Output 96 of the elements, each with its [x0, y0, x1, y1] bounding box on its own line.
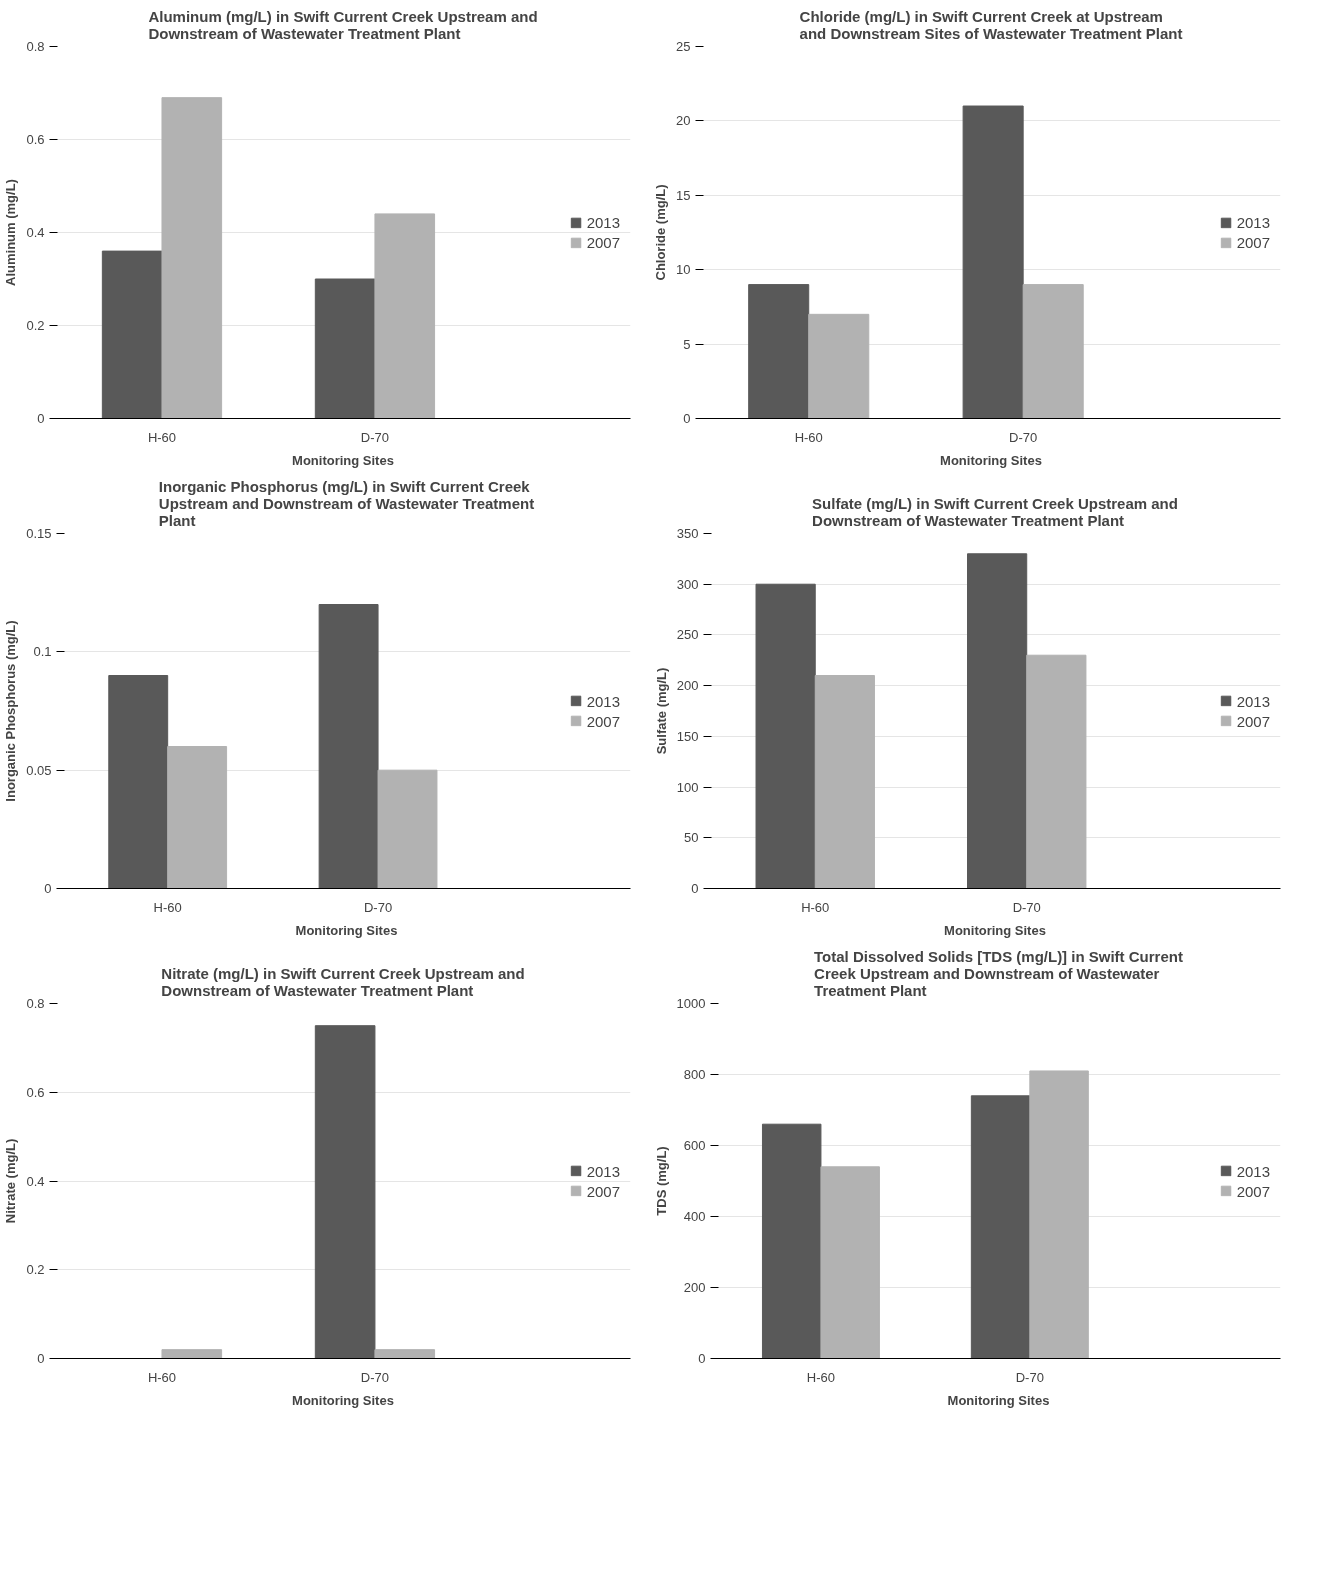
- x-tick-label: D-70: [360, 1369, 390, 1385]
- x-tick-label: H-60: [801, 899, 830, 915]
- bar: [970, 1095, 1031, 1359]
- legend-label: 2013: [1236, 213, 1270, 231]
- chart-title: Aluminum (mg/L) in Swift Current Creek Upstream and Downstream of Wastewater Treatment Plant: [148, 7, 538, 42]
- y-tick-label: 0: [37, 411, 45, 426]
- y-tick-label: 0.6: [26, 132, 45, 147]
- x-tick-label: D-70: [360, 429, 390, 445]
- y-tick-label: 5: [683, 336, 691, 352]
- x-tick-label: H-60: [147, 429, 177, 445]
- y-tick-label: 200: [676, 678, 699, 694]
- bar: [748, 284, 810, 419]
- bar: [374, 213, 436, 419]
- y-tick-label: 0: [44, 881, 52, 896]
- y-tick-label: 0.15: [26, 526, 52, 541]
- bar: [820, 1166, 880, 1359]
- y-tick-label: 0.8: [26, 39, 45, 54]
- y-tick-label: 350: [676, 526, 699, 541]
- y-tick-label: 10: [676, 262, 691, 278]
- legend-label: 2013: [586, 1162, 620, 1179]
- bar: [962, 105, 1024, 419]
- x-axis-title: Monitoring Sites: [295, 922, 398, 938]
- legend-label: 2007: [586, 1182, 620, 1199]
- y-tick-label: 0.4: [26, 225, 45, 240]
- bar: [167, 746, 228, 889]
- y-tick-label: 0: [691, 881, 699, 896]
- y-tick-label: 0: [37, 1351, 45, 1366]
- bar: [314, 278, 376, 419]
- y-axis-title: Aluminum (mg/L): [3, 179, 19, 286]
- x-axis-title: Monitoring Sites: [292, 452, 394, 468]
- x-tick-label: D-70: [1009, 429, 1038, 445]
- bar: [318, 604, 379, 889]
- y-tick-label: 50: [684, 830, 699, 846]
- y-tick-label: 400: [683, 1209, 706, 1224]
- chart-title: Chloride (mg/L) in Swift Current Creek at Upstream and Downstream Sites of Wastewater Treatment Plant: [799, 7, 1183, 42]
- x-tick-label: D-70: [1012, 899, 1041, 915]
- bar: [814, 675, 875, 889]
- y-axis-title: Sulfate (mg/L): [653, 667, 669, 755]
- chart-title: Nitrate (mg/L) in Swift Current Creek Upstream and Downstream of Wastewater Treatment Plant: [161, 964, 525, 999]
- x-axis-title: Monitoring Sites: [947, 1392, 1050, 1408]
- chart-title: Total Dissolved Solids [TDS (mg/L)] in Swift Current Creek Upstream and Downstream of Wastewater Treatment Plant: [814, 947, 1183, 999]
- y-tick-label: 800: [683, 1067, 706, 1082]
- y-tick-label: 0.05: [26, 762, 52, 778]
- x-axis-title: Monitoring Sites: [944, 922, 1046, 938]
- y-axis-title: Nitrate (mg/L): [3, 1138, 19, 1224]
- y-tick-label: 20: [676, 113, 691, 129]
- y-tick-label: 0.4: [26, 1173, 45, 1189]
- y-tick-label: 0: [698, 1351, 706, 1366]
- bar: [101, 250, 163, 419]
- bar: [755, 583, 816, 889]
- y-tick-label: 15: [676, 187, 691, 203]
- bar: [1029, 1070, 1089, 1359]
- x-tick-label: H-60: [794, 429, 823, 445]
- y-tick-label: 300: [676, 576, 699, 592]
- y-tick-label: 0.2: [26, 318, 45, 333]
- bar: [808, 313, 870, 419]
- x-tick-label: D-70: [363, 899, 393, 915]
- y-tick-label: 150: [676, 728, 699, 744]
- legend-label: 2013: [586, 692, 620, 709]
- y-tick-label: 100: [676, 779, 699, 795]
- bar: [967, 553, 1028, 889]
- bar: [108, 675, 169, 889]
- bar: [761, 1123, 822, 1359]
- legend-label: 2013: [1236, 692, 1270, 709]
- y-tick-label: 600: [683, 1138, 706, 1153]
- y-tick-label: 0.2: [26, 1262, 45, 1278]
- bar: [161, 97, 223, 419]
- legend-label: 2007: [1236, 233, 1270, 251]
- y-tick-label: 0.6: [26, 1084, 45, 1100]
- x-tick-label: H-60: [806, 1369, 836, 1385]
- legend-label: 2007: [586, 233, 620, 251]
- y-tick-label: 25: [676, 39, 691, 54]
- y-tick-label: 0.8: [26, 996, 45, 1011]
- x-tick-label: H-60: [147, 1369, 177, 1385]
- legend-label: 2013: [586, 213, 620, 231]
- legend-label: 2007: [1236, 1182, 1270, 1199]
- y-tick-label: 0.1: [33, 644, 52, 660]
- legend-label: 2013: [1236, 1162, 1270, 1179]
- chart-title: Sulfate (mg/L) in Swift Current Creek Upstream and Downstream of Wastewater Treatment Plant: [812, 494, 1178, 529]
- bar: [1026, 654, 1087, 889]
- chart-title: Inorganic Phosphorus (mg/L) in Swift Current Creek Upstream and Downstream of Wastewater Treatment Plant: [158, 477, 535, 529]
- y-tick-label: 250: [676, 627, 699, 643]
- x-tick-label: H-60: [153, 899, 182, 915]
- legend-label: 2007: [586, 712, 620, 729]
- legend-label: 2007: [1236, 712, 1270, 729]
- x-axis-title: Monitoring Sites: [292, 1392, 394, 1408]
- y-axis-title: TDS (mg/L): [653, 1146, 669, 1216]
- y-tick-label: 1000: [676, 996, 706, 1011]
- x-tick-label: D-70: [1015, 1369, 1044, 1385]
- x-axis-title: Monitoring Sites: [940, 452, 1042, 468]
- y-axis-title: Chloride (mg/L): [653, 184, 669, 281]
- y-tick-label: 200: [683, 1280, 706, 1295]
- y-tick-label: 0: [683, 411, 691, 426]
- y-axis-title: Inorganic Phosphorus (mg/L): [3, 620, 19, 802]
- bar: [377, 769, 438, 889]
- bar: [1022, 284, 1084, 419]
